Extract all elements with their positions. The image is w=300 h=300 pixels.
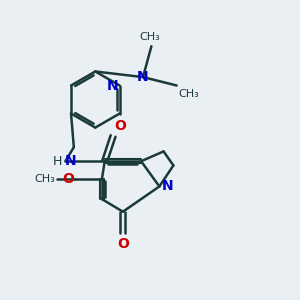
Text: O: O <box>62 172 74 186</box>
Text: O: O <box>117 237 129 251</box>
Text: N: N <box>137 70 149 84</box>
Text: CH₃: CH₃ <box>35 174 56 184</box>
Text: CH₃: CH₃ <box>140 32 160 42</box>
Text: H: H <box>53 155 62 168</box>
Text: O: O <box>115 118 126 133</box>
Text: N: N <box>162 179 173 194</box>
Text: CH₃: CH₃ <box>178 89 199 99</box>
Text: N: N <box>65 154 76 168</box>
Text: N: N <box>106 79 118 92</box>
